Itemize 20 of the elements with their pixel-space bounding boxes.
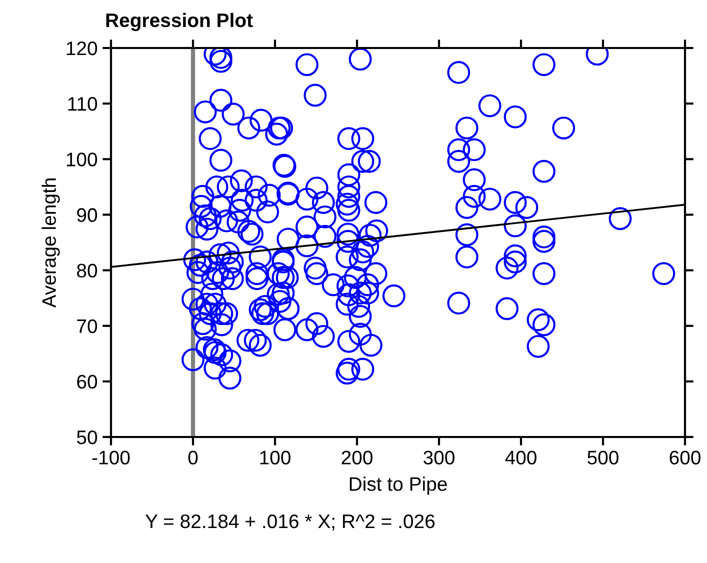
x-axis-title: Dist to Pipe [350,476,447,495]
y-tick-label: 80 [77,264,98,278]
x-tick-label: 400 [505,450,536,464]
y-tick-label: 100 [66,152,98,166]
y-tick-label: 120 [66,41,98,56]
text: Y = 82.184 + .016 * X; R^2 = .026 [145,514,435,531]
y-axis-title: Average length [42,178,60,308]
y-tick-label: 60 [77,374,98,389]
x-tick-label: 600 [670,450,700,464]
x-tick-label: 300 [424,450,454,464]
x-tick-label: 200 [342,450,372,464]
x-tick-label: 500 [588,450,618,464]
y-tick-label: 90 [77,208,98,222]
y-tick-label: 110 [68,97,98,111]
chart-title: Regression Plot [106,12,253,32]
x-tick-label: -100 [92,450,130,464]
y-tick-label: 70 [77,319,98,334]
x-tick-label: 0 [188,450,198,464]
y-tick-label: 50 [76,430,98,444]
x-tick-label: 100 [260,450,290,464]
